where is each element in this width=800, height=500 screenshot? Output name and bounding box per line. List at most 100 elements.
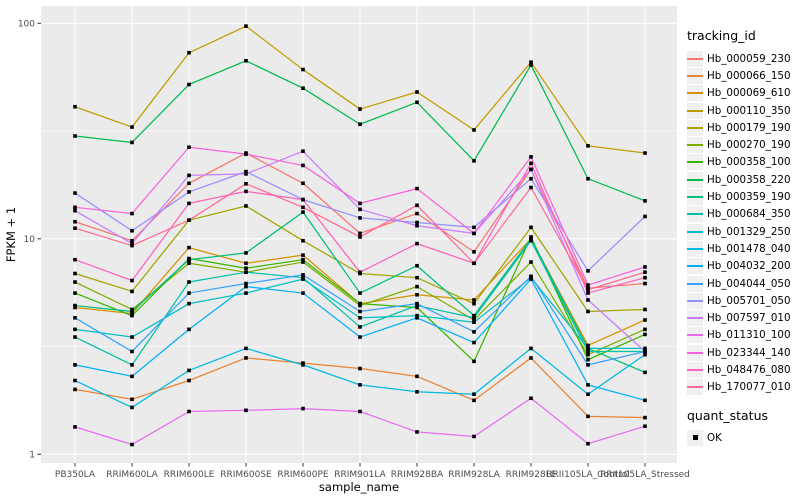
data-point [643, 270, 647, 274]
legend-label: Hb_011310_100 [707, 329, 791, 342]
data-point [130, 211, 134, 216]
data-point [415, 313, 419, 318]
legend-key [687, 275, 703, 292]
legend-item-quant: OK [687, 429, 799, 446]
data-point [358, 235, 362, 239]
data-point [358, 303, 362, 308]
data-point [472, 261, 476, 266]
legend-title-tracking-id: tracking_id [687, 28, 756, 43]
data-point [187, 245, 191, 250]
data-point [643, 415, 647, 420]
data-point [643, 265, 647, 269]
legend-key [687, 429, 703, 446]
data-point [130, 243, 134, 248]
data-point [73, 219, 77, 224]
data-point [415, 90, 419, 94]
data-point [415, 305, 419, 310]
data-point [472, 392, 476, 397]
data-point [130, 335, 134, 339]
data-point [130, 238, 134, 243]
legend-item: Hb_004032_200 [687, 258, 799, 275]
data-point [472, 330, 476, 334]
data-point [529, 225, 533, 230]
data-point [244, 181, 248, 186]
data-point [187, 201, 191, 206]
data-point [301, 291, 305, 295]
data-point [358, 325, 362, 329]
legend-line-swatch [687, 386, 703, 389]
data-point [643, 398, 647, 403]
legend-key [687, 102, 703, 119]
data-point [586, 346, 590, 351]
x-tick-label: RRIM928LE [506, 470, 557, 480]
data-point [586, 283, 590, 287]
legend-item: Hb_001329_250 [687, 223, 799, 240]
data-point [358, 107, 362, 111]
data-point [244, 251, 248, 255]
data-point [301, 86, 305, 90]
data-point [244, 284, 248, 289]
legend-item: Hb_011310_100 [687, 327, 799, 344]
data-point [358, 366, 362, 371]
legend-label: Hb_000359_190 [707, 191, 791, 204]
data-point [130, 442, 134, 447]
data-point [73, 327, 77, 332]
data-point [358, 335, 362, 339]
data-point [73, 363, 77, 367]
legend-title-quant-status: quant_status [687, 407, 768, 423]
data-point [472, 159, 476, 163]
legend-line-swatch [687, 351, 703, 354]
data-point [73, 191, 77, 195]
data-point [643, 199, 647, 203]
data-point [586, 309, 590, 314]
legend-item: Hb_000359_190 [687, 188, 799, 206]
data-point [415, 430, 419, 434]
data-point [643, 307, 647, 312]
data-point [586, 176, 590, 181]
data-point [472, 359, 476, 364]
data-point [643, 275, 647, 280]
legend-item: Hb_001478_040 [687, 240, 799, 257]
legend-line-swatch [687, 299, 703, 302]
axis-ticks [37, 22, 646, 467]
legend-label: Hb_000066_150 [707, 69, 791, 82]
legend-key [687, 258, 703, 275]
legend-key [687, 85, 703, 102]
legend-key [687, 189, 703, 206]
legend-label: Hb_170077_010 [707, 381, 791, 394]
legend-item: Hb_048476_080 [687, 361, 799, 378]
data-point [415, 211, 419, 216]
legend-key [687, 310, 703, 327]
y-tick-label: 1 [29, 450, 35, 460]
data-point [73, 134, 77, 138]
data-point [301, 277, 305, 281]
data-point [586, 144, 590, 148]
data-point [529, 277, 533, 281]
legend-key [687, 154, 703, 171]
data-point [73, 378, 77, 383]
legend-line-swatch [687, 92, 703, 95]
data-point [529, 396, 533, 401]
data-point [187, 378, 191, 383]
data-point [187, 190, 191, 194]
data-point [73, 257, 77, 262]
data-point [130, 349, 134, 354]
legend-item: Hb_000066_150 [687, 67, 799, 84]
data-point [73, 335, 77, 339]
legend-key [687, 361, 703, 378]
x-tick-label: PB350LA [55, 470, 96, 480]
x-tick-label: RRIM600LE [164, 470, 215, 480]
data-point [586, 269, 590, 273]
legend-label: Hb_048476_080 [707, 363, 791, 376]
data-point [415, 374, 419, 379]
data-point [244, 169, 248, 174]
data-point [586, 392, 590, 397]
data-point [586, 287, 590, 292]
data-point [73, 291, 77, 295]
legend-line-swatch [687, 368, 703, 371]
legend-item: Hb_000358_100 [687, 154, 799, 171]
legend-item: Hb_000270_190 [687, 136, 799, 154]
data-point [358, 201, 362, 206]
data-point [301, 260, 305, 264]
legend-line-swatch [687, 282, 703, 285]
